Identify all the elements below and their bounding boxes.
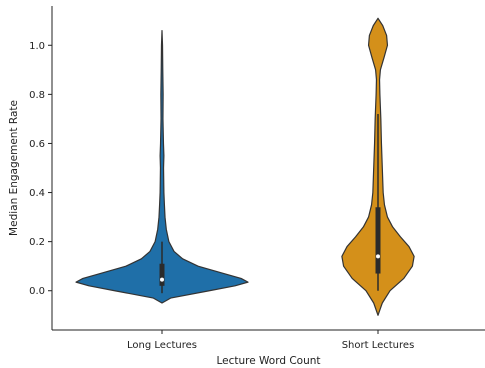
y-tick-label: 0.8 [29,90,45,101]
y-tick-label: 0.4 [29,188,45,199]
y-tick-label: 0.2 [29,237,45,248]
x-ticks: Long Lectures Short Lectures [127,330,414,351]
y-tick-label: 1.0 [29,41,45,52]
y-ticks: 0.0 0.2 0.4 0.6 0.8 1.0 [29,41,52,297]
violin-iqr-box [159,263,165,286]
violins-layer [75,17,415,316]
violin-median-dot [160,277,164,282]
violin-iqr-box [375,207,381,274]
x-tick-label: Long Lectures [127,340,197,351]
x-tick-label: Short Lectures [342,340,415,351]
y-axis-title: Median Engagement Rate [8,100,20,236]
y-tick-label: 0.6 [29,139,45,150]
x-axis-title: Lecture Word Count [216,355,320,367]
y-tick-label: 0.0 [29,286,45,297]
violin-body [75,29,249,304]
violin-median-dot [376,254,380,259]
